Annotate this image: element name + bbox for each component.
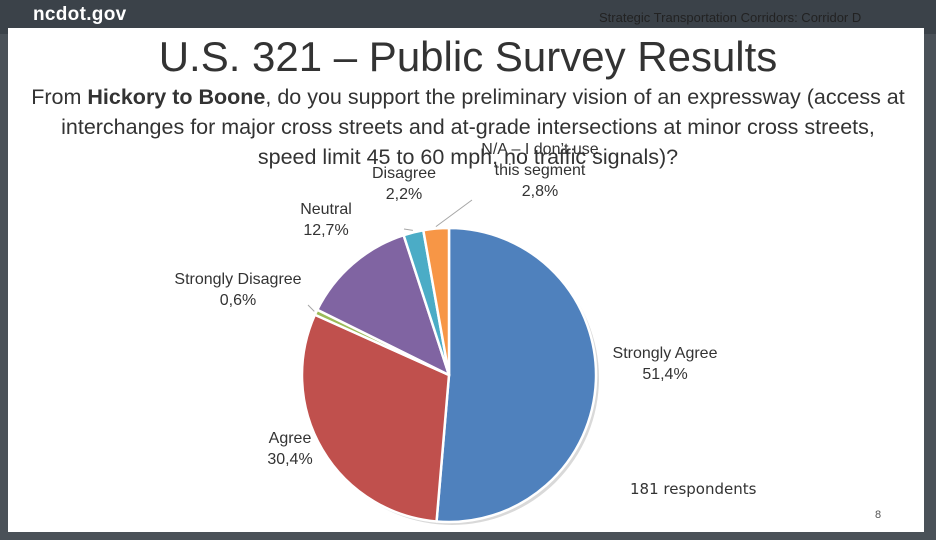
question-bold-segment: Hickory to Boone bbox=[87, 85, 266, 109]
pie-slice-strongly-agree bbox=[435, 226, 598, 524]
question-prefix: From bbox=[31, 85, 88, 109]
page-number: 8 bbox=[875, 509, 882, 521]
data-label-na: N/A – I don’t use this segment 2,8% bbox=[481, 141, 599, 200]
question-suffix: , do you support the preliminary vision … bbox=[61, 85, 905, 169]
pie-slice-agree bbox=[300, 313, 451, 523]
data-label-neutral: Neutral 12,7% bbox=[300, 201, 352, 239]
data-label-strongly-disagree: Strongly Disagree 0,6% bbox=[174, 271, 301, 309]
pie-slice-na bbox=[422, 226, 451, 377]
slide-header: Strategic Transportation Corridors: Corr… bbox=[599, 10, 862, 25]
slide-title: U.S. 321 – Public Survey Results bbox=[158, 33, 778, 80]
data-label-strongly-agree: Strongly Agree 51,4% bbox=[613, 345, 718, 383]
leader-line-na bbox=[435, 199, 473, 228]
survey-question: From Hickory to Boone, do you support th… bbox=[30, 82, 906, 172]
data-label-disagree: Disagree 2,2% bbox=[372, 165, 436, 203]
data-label-agree: Agree 30,4% bbox=[267, 430, 312, 468]
ncdot-logo[interactable]: ncdot.gov bbox=[33, 4, 127, 25]
leader-line-disagree bbox=[403, 228, 413, 231]
leader-line-strongly-disagree bbox=[307, 304, 315, 312]
pie-slice-neutral bbox=[316, 233, 451, 377]
respondents-count: 181 respondents bbox=[630, 480, 757, 498]
